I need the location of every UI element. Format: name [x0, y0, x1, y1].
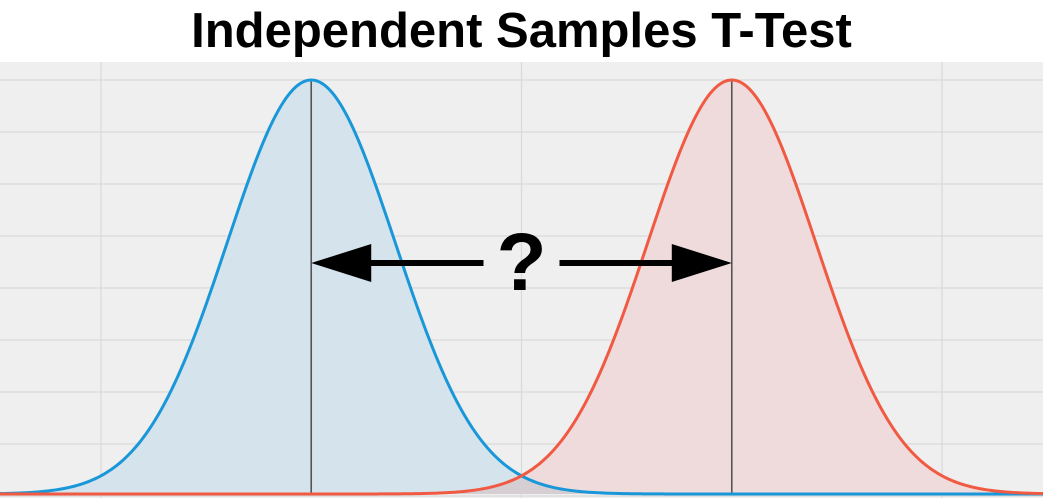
- question-mark: ?: [496, 217, 546, 308]
- group-b-fill: [0, 80, 1043, 495]
- arrow-right-head: [671, 244, 732, 282]
- mean-difference-arrow: ?: [311, 217, 732, 308]
- chart-title: Independent Samples T-Test: [191, 4, 852, 58]
- overlap-fill: [0, 475, 1043, 494]
- arrow-left-head: [311, 244, 372, 282]
- group-a-fill: [0, 80, 1043, 495]
- group-b-curve: [0, 78, 1043, 496]
- vertical-gridlines: [100, 62, 943, 498]
